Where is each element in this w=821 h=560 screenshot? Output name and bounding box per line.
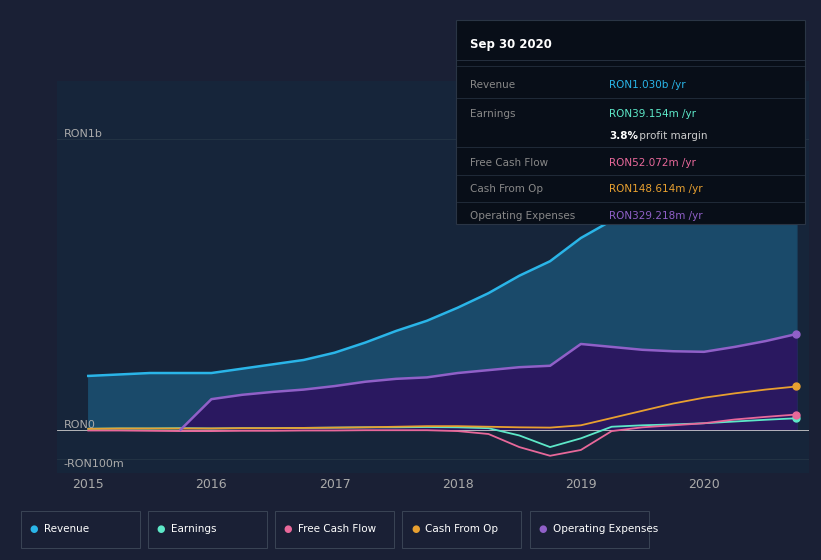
Text: RON39.154m /yr: RON39.154m /yr: [609, 109, 696, 119]
Text: RON1.030b /yr: RON1.030b /yr: [609, 80, 686, 90]
Text: -RON100m: -RON100m: [63, 459, 124, 469]
Text: RON329.218m /yr: RON329.218m /yr: [609, 211, 703, 221]
Text: Earnings: Earnings: [171, 524, 216, 534]
Text: Earnings: Earnings: [470, 109, 515, 119]
Text: Revenue: Revenue: [44, 524, 89, 534]
Text: RON52.072m /yr: RON52.072m /yr: [609, 158, 696, 167]
Text: RON0: RON0: [63, 419, 95, 430]
Text: Operating Expenses: Operating Expenses: [553, 524, 658, 534]
Text: RON148.614m /yr: RON148.614m /yr: [609, 184, 703, 194]
Text: profit margin: profit margin: [636, 131, 708, 141]
Text: Operating Expenses: Operating Expenses: [470, 211, 575, 221]
Text: ●: ●: [157, 524, 165, 534]
Text: RON1b: RON1b: [63, 129, 103, 139]
Text: Free Cash Flow: Free Cash Flow: [298, 524, 376, 534]
Text: Revenue: Revenue: [470, 80, 515, 90]
Text: ●: ●: [30, 524, 38, 534]
Text: Cash From Op: Cash From Op: [425, 524, 498, 534]
Text: ●: ●: [411, 524, 420, 534]
Text: ●: ●: [539, 524, 547, 534]
Text: Cash From Op: Cash From Op: [470, 184, 543, 194]
Text: Free Cash Flow: Free Cash Flow: [470, 158, 548, 167]
Text: ●: ●: [284, 524, 292, 534]
Text: 3.8%: 3.8%: [609, 131, 638, 141]
Text: Sep 30 2020: Sep 30 2020: [470, 38, 552, 50]
